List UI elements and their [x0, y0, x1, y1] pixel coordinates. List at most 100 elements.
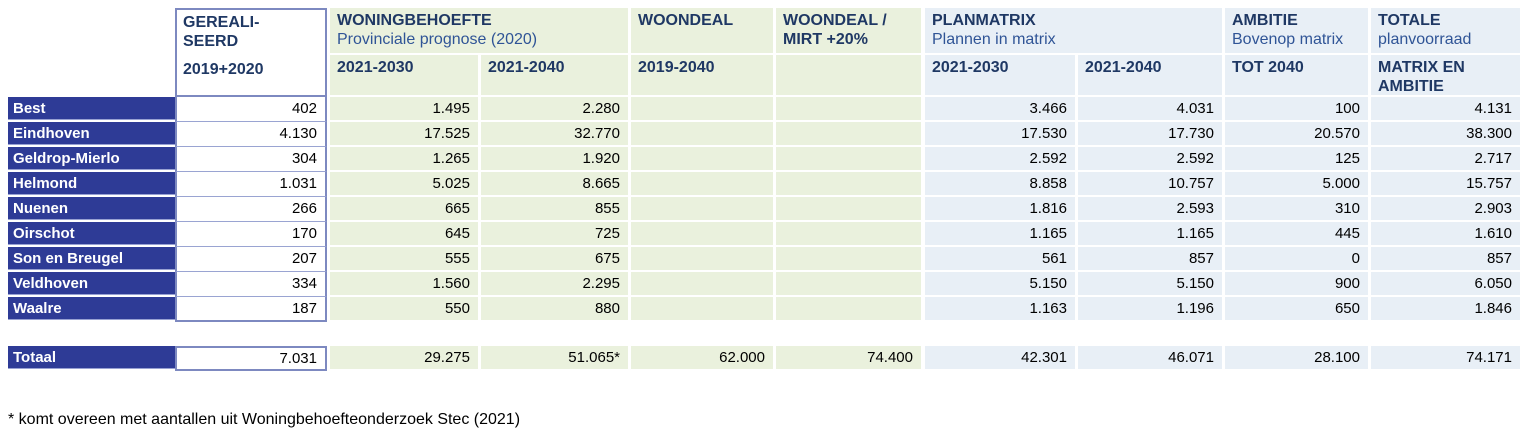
cell-totale: 1.610: [1371, 222, 1520, 245]
table-row: Totaal 7.031 29.275 51.065* 62.000 74.40…: [8, 346, 1528, 371]
header-woningbehoefte-subtitle: Provinciale prognose (2020): [337, 31, 538, 48]
cell-gerealiseerd: 266: [175, 197, 327, 222]
header-woningbehoefte: WONINGBEHOEFTE Provinciale prognose (202…: [330, 8, 628, 54]
cell-planmatrix-2021-2040: 1.196: [1078, 297, 1222, 320]
header-gerealiseerd-period: 2019+2020: [183, 61, 264, 78]
cell-woningbehoefte-2021-2030: 550: [330, 297, 478, 320]
colhead-woningbehoefte-2021-2040: 2021-2040: [481, 55, 628, 95]
row-label: Nuenen: [8, 197, 175, 220]
cell-woondeal-mirt: [776, 122, 921, 145]
cell-gerealiseerd: 304: [175, 147, 327, 172]
table-row: Son en Breugel 207 555 675 561 857 0 857: [8, 247, 1528, 272]
cell-woondeal-mirt: [776, 272, 921, 295]
row-label: Helmond: [8, 172, 175, 195]
cell-woningbehoefte-2021-2030: 29.275: [330, 346, 478, 369]
cell-woningbehoefte-2021-2040: 675: [481, 247, 628, 270]
cell-ambitie: 28.100: [1225, 346, 1368, 369]
cell-woningbehoefte-2021-2040: 8.665: [481, 172, 628, 195]
cell-planmatrix-2021-2030: 42.301: [925, 346, 1075, 369]
row-label: Geldrop-Mierlo: [8, 147, 175, 170]
cell-gerealiseerd: 402: [175, 97, 327, 122]
header-woondeal: WOONDEAL: [631, 8, 773, 54]
header-row-periods: 2021-2030 2021-2040 2019-2040 2021-2030 …: [8, 55, 1528, 97]
header-totale: TOTALE planvoorraad: [1371, 8, 1520, 54]
cell-planmatrix-2021-2030: 17.530: [925, 122, 1075, 145]
table-row: Oirschot 170 645 725 1.165 1.165 445 1.6…: [8, 222, 1528, 247]
cell-totale: 857: [1371, 247, 1520, 270]
colhead-planmatrix-2021-2040: 2021-2040: [1078, 55, 1222, 95]
cell-gerealiseerd: 170: [175, 222, 327, 247]
table-row: Veldhoven 334 1.560 2.295 5.150 5.150 90…: [8, 272, 1528, 297]
cell-woondeal: [631, 272, 773, 295]
cell-woningbehoefte-2021-2030: 665: [330, 197, 478, 220]
colhead-totale-matrix-en-ambitie: MATRIX EN AMBITIE: [1371, 55, 1520, 95]
cell-planmatrix-2021-2040: 4.031: [1078, 97, 1222, 120]
cell-woondeal-mirt: [776, 97, 921, 120]
table-row: Nuenen 266 665 855 1.816 2.593 310 2.903: [8, 197, 1528, 222]
cell-woondeal: [631, 172, 773, 195]
cell-woondeal: [631, 122, 773, 145]
cell-ambitie: 900: [1225, 272, 1368, 295]
table-row: Waalre 187 550 880 1.163 1.196 650 1.846: [8, 297, 1528, 322]
cell-woningbehoefte-2021-2040: 2.280: [481, 97, 628, 120]
cell-woningbehoefte-2021-2040: 51.065*: [481, 346, 628, 369]
cell-woningbehoefte-2021-2030: 645: [330, 222, 478, 245]
colhead-ambitie-tot-2040: TOT 2040: [1225, 55, 1368, 95]
header-totale-subtitle: planvoorraad: [1378, 31, 1472, 48]
cell-totale: 4.131: [1371, 97, 1520, 120]
cell-ambitie: 125: [1225, 147, 1368, 170]
cell-totale: 2.717: [1371, 147, 1520, 170]
cell-woondeal-mirt: [776, 222, 921, 245]
cell-gerealiseerd: 334: [175, 272, 327, 297]
cell-planmatrix-2021-2040: 2.593: [1078, 197, 1222, 220]
cell-woningbehoefte-2021-2040: 855: [481, 197, 628, 220]
row-label: Totaal: [8, 346, 175, 369]
cell-totale: 74.171: [1371, 346, 1520, 369]
table-body: Best 402 1.495 2.280 3.466 4.031 100 4.1…: [8, 97, 1528, 322]
header-planmatrix-title: PLANMATRIX: [932, 12, 1036, 29]
cell-gerealiseerd: 207: [175, 247, 327, 272]
cell-planmatrix-2021-2040: 5.150: [1078, 272, 1222, 295]
cell-woondeal: 62.000: [631, 346, 773, 369]
cell-ambitie: 310: [1225, 197, 1368, 220]
cell-woondeal: [631, 197, 773, 220]
cell-woondeal-mirt: [776, 247, 921, 270]
cell-planmatrix-2021-2040: 1.165: [1078, 222, 1222, 245]
table-row: Geldrop-Mierlo 304 1.265 1.920 2.592 2.5…: [8, 147, 1528, 172]
cell-gerealiseerd: 187: [175, 297, 327, 322]
cell-woningbehoefte-2021-2030: 1.560: [330, 272, 478, 295]
colhead-woondeal-2019-2040: 2019-2040: [631, 55, 773, 95]
cell-totale: 15.757: [1371, 172, 1520, 195]
cell-planmatrix-2021-2040: 10.757: [1078, 172, 1222, 195]
table-row: Best 402 1.495 2.280 3.466 4.031 100 4.1…: [8, 97, 1528, 122]
cell-woningbehoefte-2021-2030: 5.025: [330, 172, 478, 195]
footnote: * komt overeen met aantallen uit Woningb…: [8, 411, 521, 428]
cell-planmatrix-2021-2030: 8.858: [925, 172, 1075, 195]
cell-woningbehoefte-2021-2040: 725: [481, 222, 628, 245]
cell-woondeal: [631, 222, 773, 245]
row-label: Best: [8, 97, 175, 120]
cell-totale: 38.300: [1371, 122, 1520, 145]
header-woningbehoefte-title: WONINGBEHOEFTE: [337, 12, 492, 29]
cell-ambitie: 5.000: [1225, 172, 1368, 195]
cell-gerealiseerd: 1.031: [175, 172, 327, 197]
header-woondeal-mirt-title: WOONDEAL / MIRT +20%: [783, 12, 887, 48]
cell-ambitie: 0: [1225, 247, 1368, 270]
header-gerealiseerd-title: GEREALI- SEERD: [183, 14, 260, 50]
header-planmatrix: PLANMATRIX Plannen in matrix: [925, 8, 1222, 54]
spacer-row: [8, 322, 1528, 346]
cell-woondeal: [631, 297, 773, 320]
cell-woondeal-mirt: [776, 297, 921, 320]
row-label: Oirschot: [8, 222, 175, 245]
header-totale-title: TOTALE: [1378, 12, 1441, 29]
cell-planmatrix-2021-2030: 1.163: [925, 297, 1075, 320]
cell-planmatrix-2021-2040: 46.071: [1078, 346, 1222, 369]
cell-woondeal-mirt: [776, 147, 921, 170]
table-row: Eindhoven 4.130 17.525 32.770 17.530 17.…: [8, 122, 1528, 147]
header-ambitie-subtitle: Bovenop matrix: [1232, 31, 1344, 48]
cell-planmatrix-2021-2040: 857: [1078, 247, 1222, 270]
cell-planmatrix-2021-2030: 5.150: [925, 272, 1075, 295]
colhead-woondeal-mirt: [776, 55, 921, 95]
cell-woningbehoefte-2021-2030: 17.525: [330, 122, 478, 145]
